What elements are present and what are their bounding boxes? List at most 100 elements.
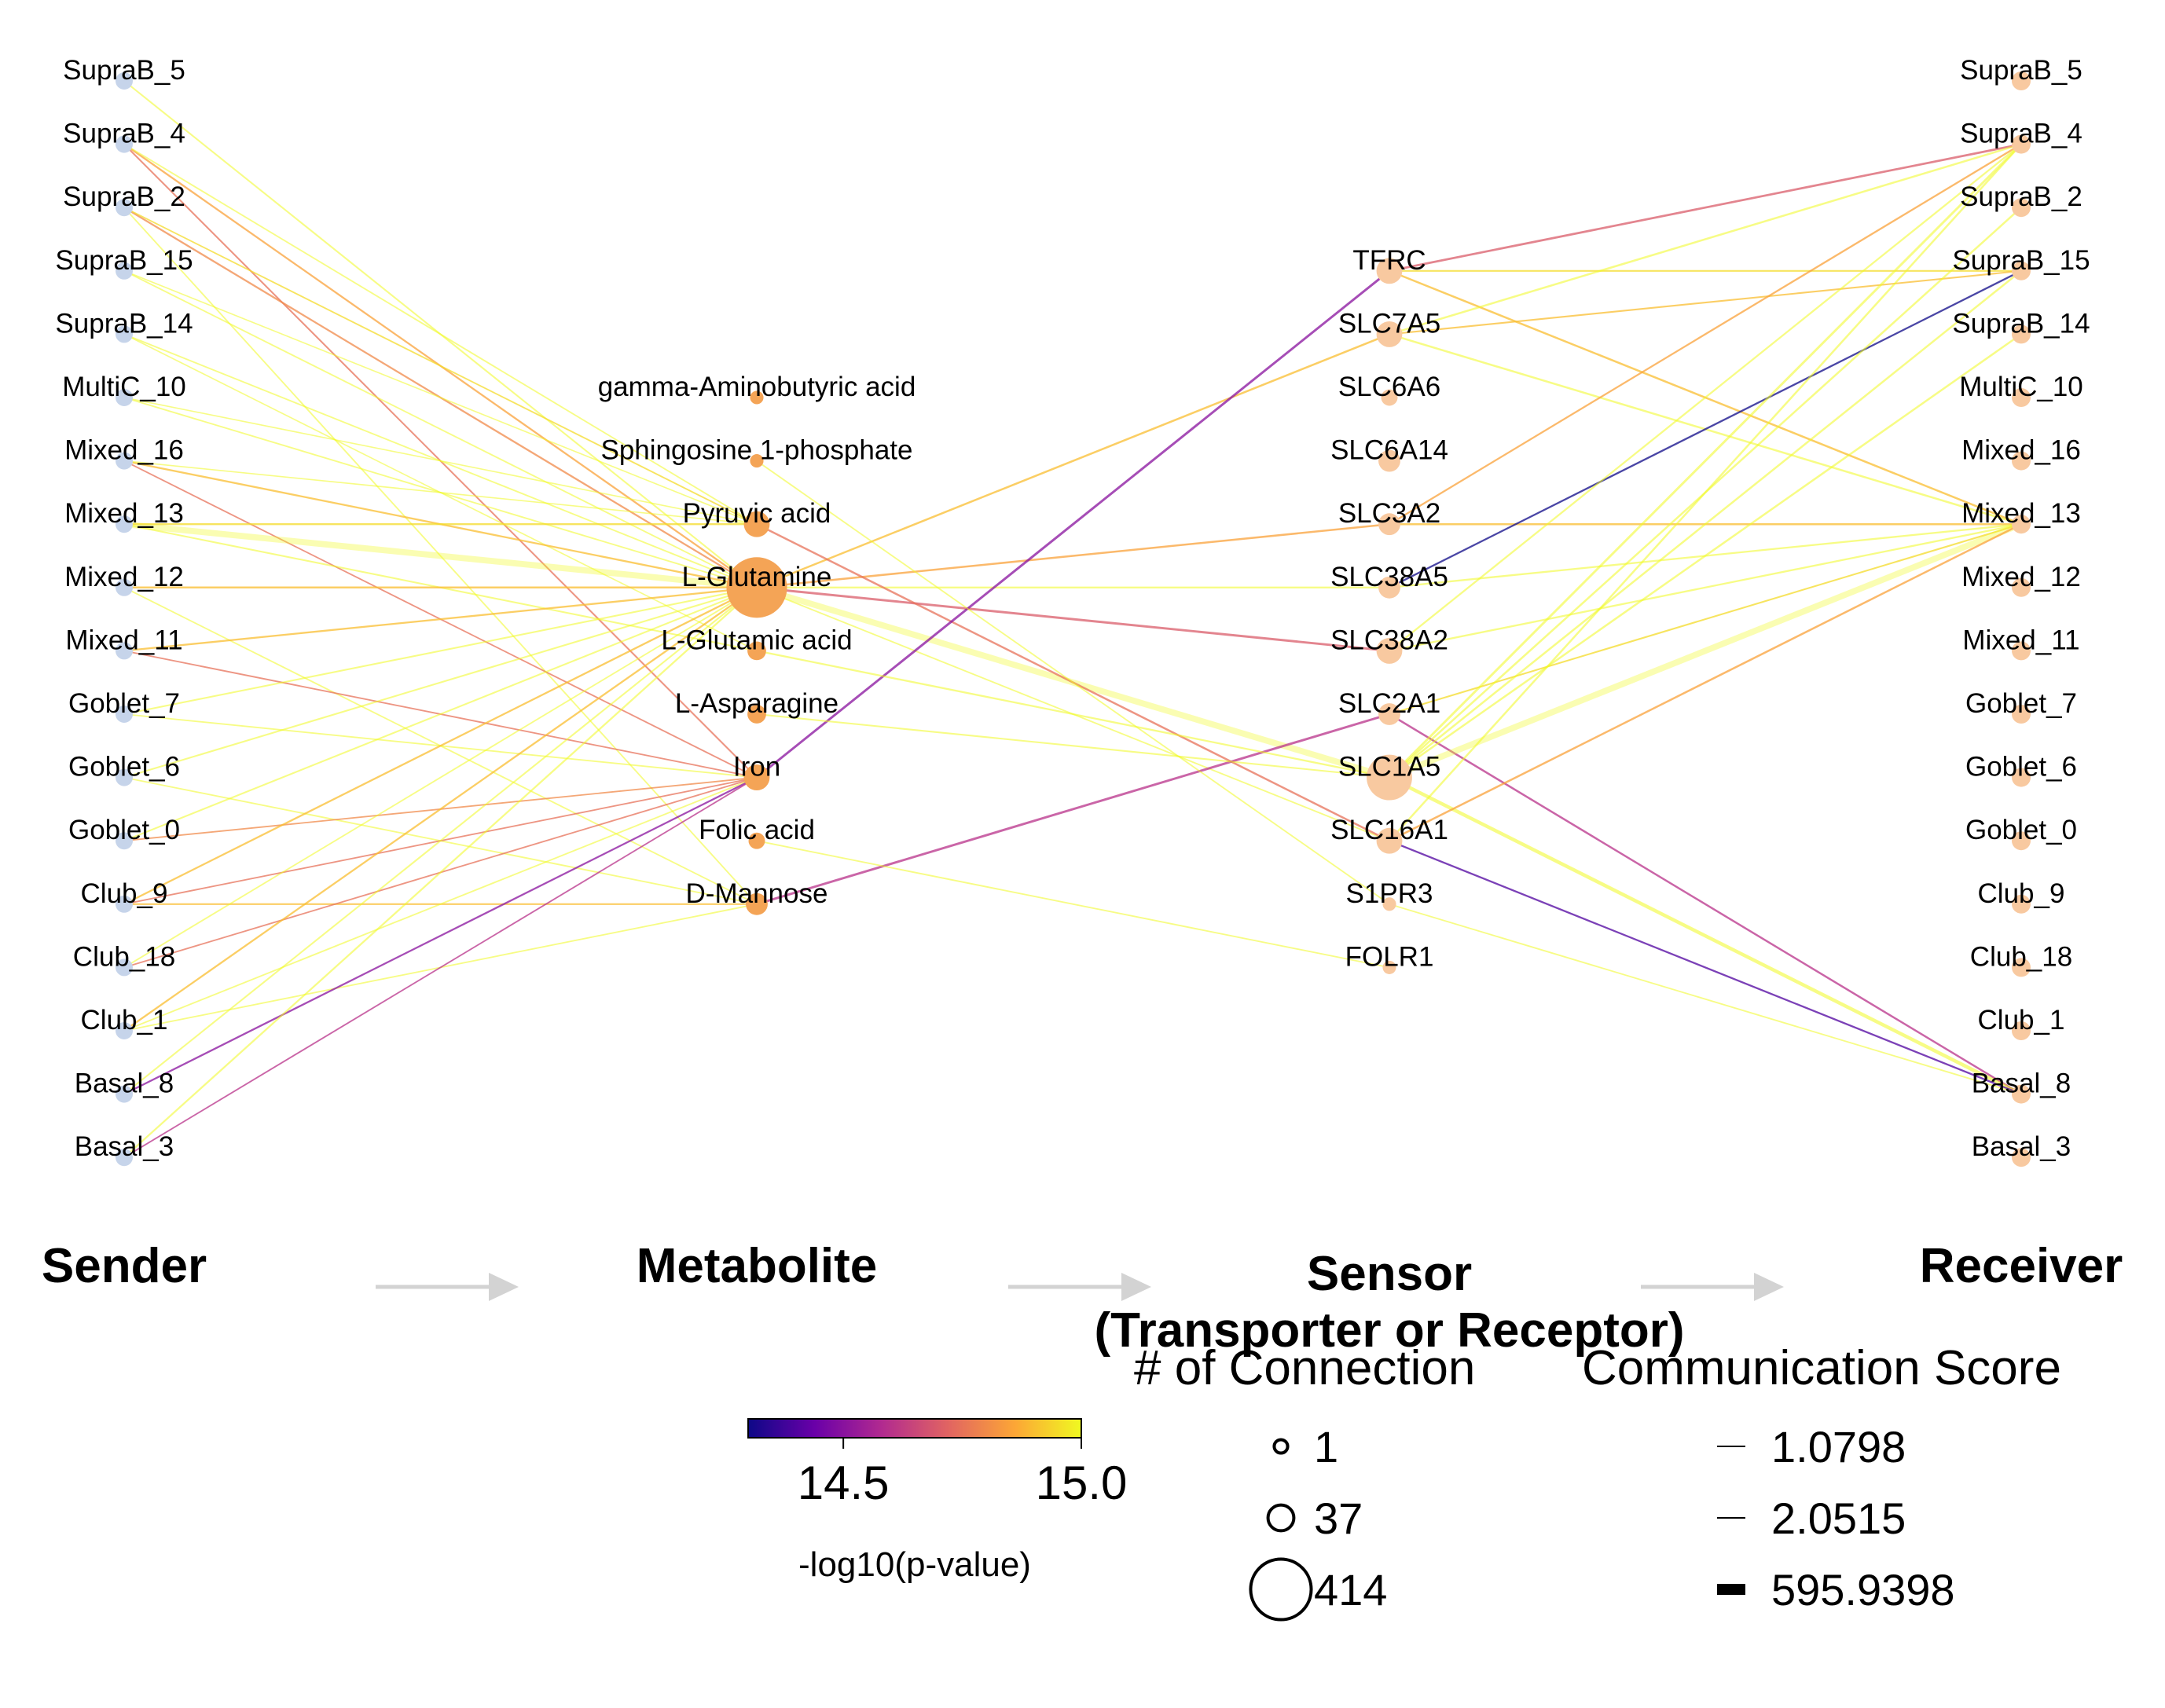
metabolite-node-l-asparagine-label: L-Asparagine (675, 688, 838, 719)
edge-metabolite-sensor-iron-to-tfrc (756, 269, 1390, 779)
sender-node-club-1-dot (116, 1022, 133, 1039)
receiver-node-multic-10-label: MultiC_10 (1959, 372, 2083, 402)
receiver-node-mixed-11-dot (2012, 641, 2031, 661)
receiver-node-goblet-6-label: Goblet_6 (1965, 752, 2077, 783)
sensor-node-slc2a1-label: SLC2A1 (1338, 688, 1440, 719)
edge-sender-metabolite-goblet-6-to-l-glutamine (123, 586, 758, 779)
edge-sender-metabolite-mixed-13-to-l-glutamine (123, 521, 758, 591)
edge-sender-metabolite-basal-3-to-l-glutamine (123, 586, 758, 1159)
score-legend-line (1717, 1517, 1745, 1519)
receiver-node-club-18-dot (2012, 958, 2031, 977)
receiver-node-suprab-14: SupraB_14 (1952, 308, 2090, 344)
receiver-node-club-9: Club_9 (1978, 878, 2065, 914)
edge-sensor-receiver-slc2a1-to-basal-8 (1389, 713, 2022, 1095)
sender-node-mixed-13-label: Mixed_13 (64, 498, 184, 529)
receiver-node-basal-3-label: Basal_3 (1972, 1131, 2071, 1162)
sender-node-goblet-6-dot (116, 768, 133, 786)
stage-label-metabolite: Metabolite (637, 1239, 878, 1293)
sensor-node-folr1-dot (1382, 960, 1396, 974)
edge-metabolite-sensor-d-mannose-to-slc2a1 (756, 713, 1390, 906)
sensor-node-tfrc-label: TFRC (1352, 245, 1426, 276)
node-layer: SupraB_5 SupraB_4 SupraB_2 SupraB_15 SupraB_… (55, 55, 2090, 1167)
colorbar-title: -log10(p-value) (798, 1545, 1031, 1584)
sensor-node-slc3a2-label: SLC3A2 (1338, 498, 1440, 529)
edge-sender-metabolite-goblet-7-to-l-glutamine (123, 586, 758, 716)
sender-node-basal-3-label: Basal_3 (75, 1131, 174, 1162)
score-legend-label: 1.0798 (1771, 1422, 1906, 1472)
metabolite-node-l-glutamic-acid-dot (747, 641, 766, 661)
metabolite-node-iron: Iron (733, 752, 780, 791)
receiver-node-club-9-label: Club_9 (1978, 878, 2065, 909)
edge-layer (123, 80, 2023, 1159)
sensor-node-slc38a2-label: SLC38A2 (1330, 625, 1448, 655)
receiver-node-suprab-4: SupraB_4 (1960, 119, 2082, 154)
receiver-node-club-18-label: Club_18 (1970, 941, 2072, 972)
score-legend-line (1717, 1584, 1745, 1595)
sender-node-suprab-5: SupraB_5 (63, 55, 185, 90)
sender-node-goblet-6-label: Goblet_6 (68, 752, 180, 783)
receiver-node-club-1-label: Club_1 (1978, 1005, 2065, 1035)
score-legend-title: Communication Score (1582, 1341, 2061, 1395)
sender-node-club-18-dot (116, 958, 133, 977)
sender-node-mixed-11: Mixed_11 (65, 625, 183, 660)
sensor-node-slc6a14-dot (1378, 449, 1400, 472)
score-legend: Communication Score 1.0798 2.0515 595.9398 (1582, 1341, 2061, 1615)
stage-arrow-2 (1008, 1273, 1151, 1301)
connection-legend-label: 414 (1314, 1565, 1387, 1615)
metabolite-node-l-glutamic-acid-label: L-Glutamic acid (661, 625, 852, 655)
sensor-node-slc7a5: SLC7A5 (1338, 308, 1440, 347)
sensor-node-slc38a5-label: SLC38A5 (1330, 562, 1448, 592)
stage-label-sender: Sender (42, 1239, 207, 1293)
sender-node-goblet-0-label: Goblet_0 (68, 815, 180, 845)
edge-sender-metabolite-goblet-0-to-l-glutamine (123, 586, 758, 842)
metabolite-node-gamma-aminobutyric-acid-label: gamma-Aminobutyric acid (598, 372, 916, 402)
edge-sensor-receiver-slc38a2-to-suprab-4 (1389, 143, 2022, 652)
edge-metabolite-sensor-sphingosine-1-phosphate-to-s1pr3 (756, 460, 1390, 905)
sender-node-club-18-label: Club_18 (73, 941, 175, 972)
stage-arrow-3 (1641, 1273, 1784, 1301)
stage-label-receiver: Receiver (1920, 1239, 2123, 1293)
connection-legend-label: 37 (1314, 1494, 1363, 1543)
connection-legend: # of Connection 1 37 414 (1134, 1341, 1475, 1622)
receiver-node-suprab-2-dot (2012, 198, 2031, 218)
connection-legend-circle (1266, 1503, 1296, 1533)
receiver-node-mixed-11-label: Mixed_11 (1962, 625, 2079, 655)
receiver-node-club-18: Club_18 (1970, 941, 2072, 977)
sensor-node-s1pr3: S1PR3 (1346, 878, 1433, 911)
sensor-node-slc3a2: SLC3A2 (1338, 498, 1440, 536)
sender-node-suprab-2: SupraB_2 (63, 181, 185, 217)
sender-node-suprab-14-dot (116, 325, 133, 343)
metabolite-node-d-mannose-dot (746, 892, 768, 915)
sender-node-basal-3-dot (116, 1149, 133, 1167)
receiver-node-suprab-15-dot (2012, 261, 2031, 280)
receiver-node-suprab-5-label: SupraB_5 (1960, 55, 2082, 86)
sender-node-multic-10-label: MultiC_10 (62, 372, 186, 402)
metabolite-node-pyruvic-acid-label: Pyruvic acid (683, 498, 831, 529)
edge-sender-metabolite-club-18-to-l-glutamine (123, 587, 758, 969)
edge-sender-metabolite-mixed-11-to-l-glutamine (123, 586, 758, 652)
receiver-node-basal-8-dot (2012, 1084, 2031, 1104)
sender-node-basal-3: Basal_3 (75, 1131, 174, 1167)
receiver-node-suprab-14-dot (2012, 324, 2031, 344)
score-legend-label: 2.0515 (1771, 1494, 1906, 1543)
edge-metabolite-sensor-l-glutamine-to-slc38a2 (756, 586, 1390, 652)
sender-node-mixed-16: Mixed_16 (64, 435, 184, 470)
edge-metabolite-sensor-l-glutamine-to-slc7a5 (756, 333, 1390, 588)
edge-sender-metabolite-suprab-4-to-pyruvic-acid (123, 143, 758, 525)
sensor-node-slc6a6-dot (1381, 389, 1398, 406)
receiver-node-multic-10: MultiC_10 (1959, 372, 2083, 407)
sender-node-basal-8-dot (116, 1085, 133, 1103)
connection-legend-circle (1249, 1557, 1313, 1622)
receiver-node-goblet-0-label: Goblet_0 (1965, 815, 2077, 845)
sender-node-basal-8-label: Basal_8 (75, 1068, 174, 1099)
edge-sensor-receiver-s1pr3-to-basal-8 (1389, 903, 2022, 1095)
sender-node-club-1: Club_1 (81, 1005, 167, 1039)
metabolite-node-d-mannose: D-Mannose (686, 878, 827, 915)
receiver-node-club-9-dot (2012, 894, 2031, 914)
metabolite-node-l-asparagine: L-Asparagine (675, 688, 838, 724)
sender-node-goblet-7-label: Goblet_7 (68, 688, 180, 719)
edge-sensor-receiver-slc7a5-to-suprab-4 (1389, 143, 2022, 335)
sender-node-multic-10: MultiC_10 (62, 372, 186, 406)
sensor-node-tfrc-dot (1376, 258, 1403, 284)
